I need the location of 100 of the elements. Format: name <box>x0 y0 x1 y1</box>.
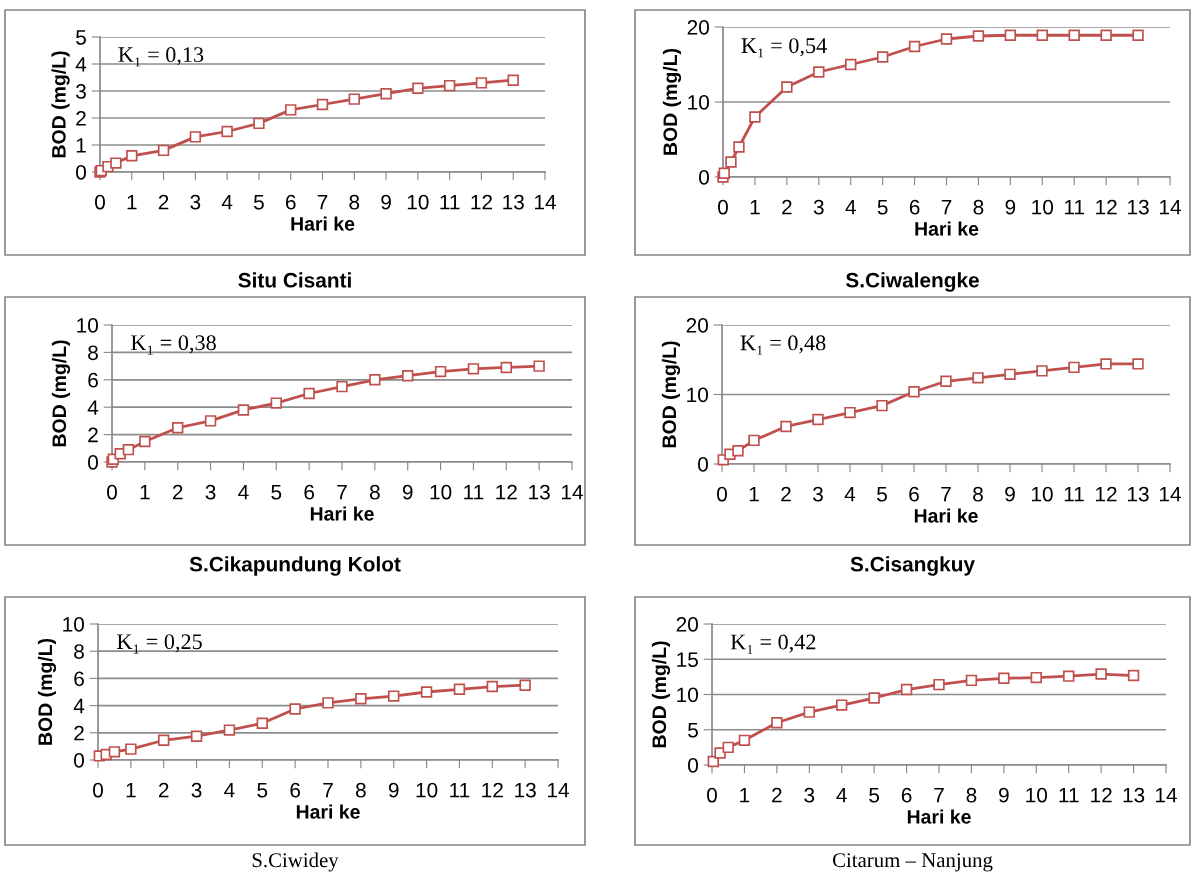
y-tick-label: 0 <box>88 455 98 470</box>
point <box>110 157 122 169</box>
x-axis-title: Hari ke <box>915 221 979 236</box>
point <box>420 686 433 698</box>
point <box>933 678 945 691</box>
x-tick-label: 12 <box>496 484 517 500</box>
x-tick-label: 0 <box>717 486 727 502</box>
y-tick-label: 5 <box>76 30 86 45</box>
y-tick-label: 2 <box>88 427 98 443</box>
x-tick-label: 10 <box>430 484 452 500</box>
point <box>303 387 315 400</box>
x-tick-label: 4 <box>224 782 235 798</box>
point <box>836 699 848 711</box>
point <box>122 443 135 456</box>
point <box>125 743 137 755</box>
point <box>369 374 381 386</box>
x-tick-label: 9 <box>388 782 399 798</box>
x-tick-label: 3 <box>205 484 216 500</box>
x-tick-label: 6 <box>909 199 920 215</box>
y-tick-label: 0 <box>76 165 86 180</box>
point <box>500 361 512 374</box>
point <box>139 435 151 448</box>
y-tick-label: 1 <box>76 138 86 153</box>
x-tick-label: 8 <box>973 199 984 215</box>
point <box>285 104 297 116</box>
x-tick-label: 9 <box>381 194 391 210</box>
x-tick-label: 11 <box>1059 787 1079 803</box>
point <box>1100 29 1112 41</box>
point <box>434 365 447 378</box>
x-axis-title: Hari ke <box>310 506 374 521</box>
point <box>940 375 952 387</box>
point <box>972 372 984 384</box>
x-tick-label: 14 <box>562 484 583 500</box>
point <box>733 141 745 153</box>
x-tick-label: 10 <box>416 782 438 798</box>
x-tick-label: 1 <box>749 486 759 502</box>
x-tick-label: 3 <box>191 782 202 798</box>
point <box>1132 358 1144 370</box>
y-axis-title: BOD (mg/L) <box>51 340 71 447</box>
text: Citarum – Nanjung <box>832 853 993 872</box>
x-tick-label: 4 <box>845 199 856 215</box>
x-tick-label: 13 <box>515 782 536 798</box>
point <box>355 693 367 705</box>
x-tick-label: 6 <box>285 194 296 210</box>
y-tick-label: 20 <box>686 318 708 333</box>
y-tick-label: 4 <box>87 400 99 415</box>
x-tick-label: 1 <box>126 782 136 798</box>
y-tick-label: 0 <box>698 457 708 472</box>
y-tick-label: 3 <box>76 84 86 99</box>
point <box>1036 365 1048 377</box>
point <box>940 33 953 45</box>
text: Situ Cisanti <box>238 272 351 288</box>
x-tick-label: 11 <box>1064 199 1085 215</box>
x-tick-label: 5 <box>877 199 888 215</box>
x-tick-label: 9 <box>1005 199 1016 215</box>
x-tick-label: 12 <box>1096 199 1117 215</box>
y-tick-label: 10 <box>63 617 84 632</box>
x-tick-label: 9 <box>1005 486 1015 502</box>
x-tick-label: 14 <box>1156 787 1177 803</box>
x-axis-title: Hari ke <box>296 804 360 819</box>
text: S.Cikapundung Kolot <box>189 556 401 576</box>
x-tick-label: 9 <box>999 787 1009 803</box>
x-tick-label: 7 <box>934 787 944 803</box>
x-tick-label: 3 <box>804 787 815 803</box>
x-tick-label: 4 <box>844 486 856 502</box>
x-tick-label: 5 <box>271 484 282 500</box>
x-tick-label: 6 <box>909 486 919 502</box>
x-tick-label: 8 <box>349 194 360 210</box>
x-tick-label: 1 <box>750 199 760 215</box>
y-tick-label: 10 <box>77 318 98 333</box>
x-tick-label: 7 <box>323 782 333 798</box>
point <box>453 683 466 695</box>
y-tick-label: 6 <box>74 671 84 687</box>
annotation: K₁ = 0,13 <box>118 47 204 67</box>
x-tick-label: 10 <box>1032 486 1053 502</box>
x-tick-label: 14 <box>1160 199 1181 215</box>
point <box>781 81 793 93</box>
y-tick-label: 2 <box>76 111 86 126</box>
x-tick-label: 3 <box>813 199 824 215</box>
point <box>388 690 400 702</box>
x-tick-label: 6 <box>290 782 301 798</box>
point <box>722 741 734 754</box>
x-axis-title: Hari ke <box>914 508 978 523</box>
point <box>1063 670 1075 682</box>
annotation: K₁ = 0,54 <box>741 38 827 58</box>
text: S.Ciwidey <box>252 852 339 872</box>
x-tick-label: 13 <box>1128 486 1149 502</box>
y-tick-label: 8 <box>74 644 84 659</box>
point <box>876 399 888 412</box>
x-axis-title: Hari ke <box>291 216 355 231</box>
x-tick-label: 12 <box>1091 787 1112 803</box>
point <box>1068 29 1080 41</box>
y-tick-label: 20 <box>687 20 709 35</box>
y-tick-label: 0 <box>688 758 698 773</box>
y-tick-label: 10 <box>677 687 698 703</box>
point <box>316 98 329 111</box>
point <box>1100 358 1112 370</box>
point <box>812 413 824 426</box>
x-tick-label: 2 <box>158 782 169 798</box>
x-tick-label: 2 <box>172 484 183 500</box>
